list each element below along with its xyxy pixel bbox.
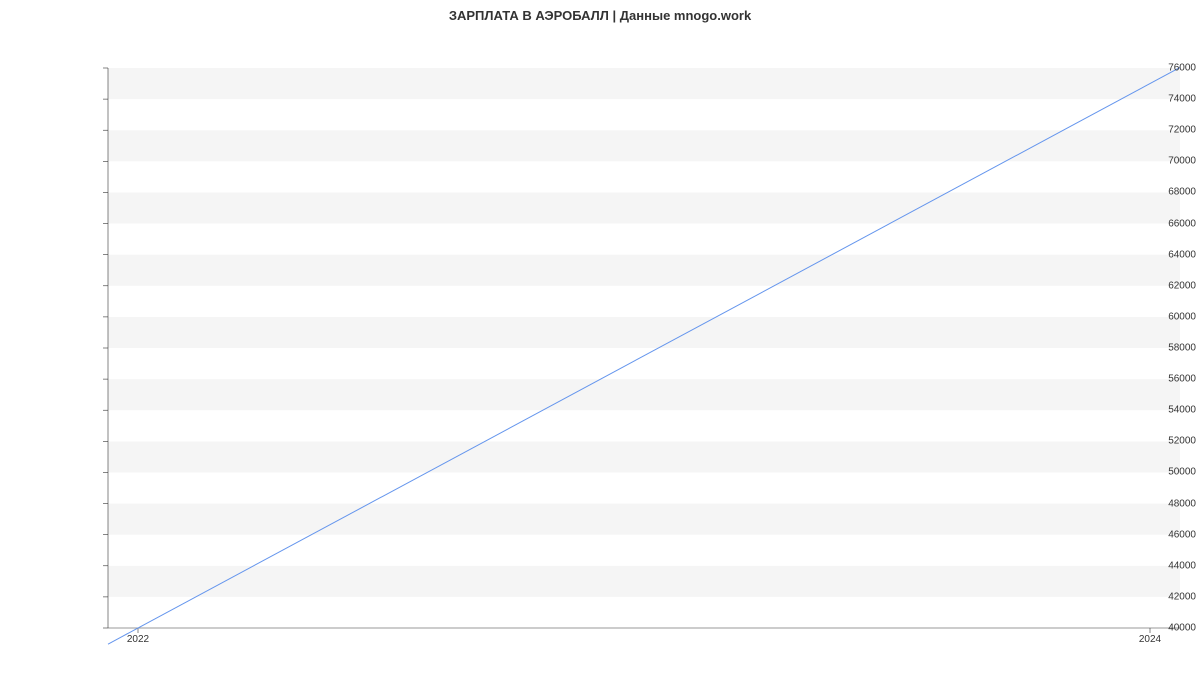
chart-band (108, 566, 1180, 597)
y-tick-label: 40000 (1096, 623, 1196, 634)
chart-band (108, 255, 1180, 286)
chart-band (108, 441, 1180, 472)
chart-band (108, 161, 1180, 192)
y-tick-label: 70000 (1096, 156, 1196, 167)
y-tick-label: 62000 (1096, 280, 1196, 291)
y-tick-label: 72000 (1096, 125, 1196, 136)
y-tick-label: 64000 (1096, 249, 1196, 260)
chart-title: ЗАРПЛАТА В АЭРОБАЛЛ | Данные mnogo.work (0, 0, 1200, 23)
line-chart: 40000 42000 44000 46000 48000 50000 52000 54000… (0, 23, 1200, 673)
chart-band (108, 286, 1180, 317)
y-tick-label: 50000 (1096, 467, 1196, 478)
y-tick-label: 54000 (1096, 405, 1196, 416)
chart-band (108, 504, 1180, 535)
chart-band (108, 472, 1180, 503)
chart-band (108, 597, 1180, 628)
y-tick-label: 66000 (1096, 218, 1196, 229)
chart-band (108, 99, 1180, 130)
y-tick-label: 44000 (1096, 560, 1196, 571)
y-tick-label: 68000 (1096, 187, 1196, 198)
chart-band (108, 130, 1180, 161)
y-tick-label: 56000 (1096, 374, 1196, 385)
chart-band (108, 192, 1180, 223)
chart-band (108, 535, 1180, 566)
chart-band (108, 348, 1180, 379)
chart-band (108, 68, 1180, 99)
chart-band (108, 379, 1180, 410)
y-tick-label: 52000 (1096, 436, 1196, 447)
y-tick-label: 42000 (1096, 591, 1196, 602)
y-tick-label: 60000 (1096, 311, 1196, 322)
y-tick-label: 48000 (1096, 498, 1196, 509)
x-tick-label: 2024 (1139, 634, 1161, 645)
x-tick-label: 2022 (127, 634, 149, 645)
chart-band (108, 410, 1180, 441)
y-tick-label: 46000 (1096, 529, 1196, 540)
y-tick-label: 58000 (1096, 343, 1196, 354)
chart-band (108, 224, 1180, 255)
y-tick-label: 74000 (1096, 94, 1196, 105)
chart-band (108, 317, 1180, 348)
y-tick-label: 76000 (1096, 63, 1196, 74)
